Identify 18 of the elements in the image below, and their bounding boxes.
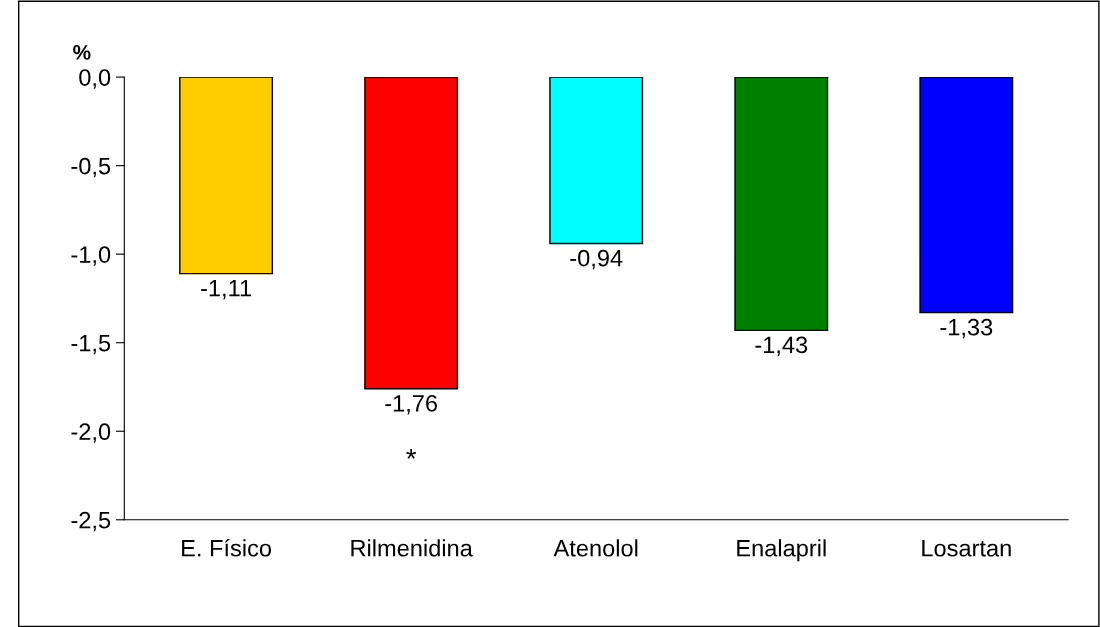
data-label: -1,33 [940, 318, 993, 339]
data-label: -0,94 [570, 249, 623, 270]
y-tick-label: -0,5 [71, 157, 111, 178]
y-tick-label: 0,0 [79, 69, 111, 89]
data-label: -1,43 [755, 336, 808, 357]
y-axis-title: % [73, 45, 91, 60]
y-tick-label: -2,0 [71, 423, 111, 443]
y-tick-label: -2,5 [71, 511, 111, 532]
data-label: -1,76 [385, 394, 438, 415]
x-tick-label: Rilmenidina [351, 539, 473, 557]
x-tick-label: Losartan [922, 540, 1011, 557]
x-tick-label: E. Físico [182, 538, 272, 557]
y-tick-label: -1,5 [71, 335, 111, 355]
data-label: -1,11 [201, 280, 251, 300]
annotation: * [406, 449, 417, 459]
x-tick-label: Enalapril [737, 539, 826, 562]
y-tick-label: -1,0 [71, 246, 111, 266]
x-tick-label: Atenolol [553, 539, 638, 557]
